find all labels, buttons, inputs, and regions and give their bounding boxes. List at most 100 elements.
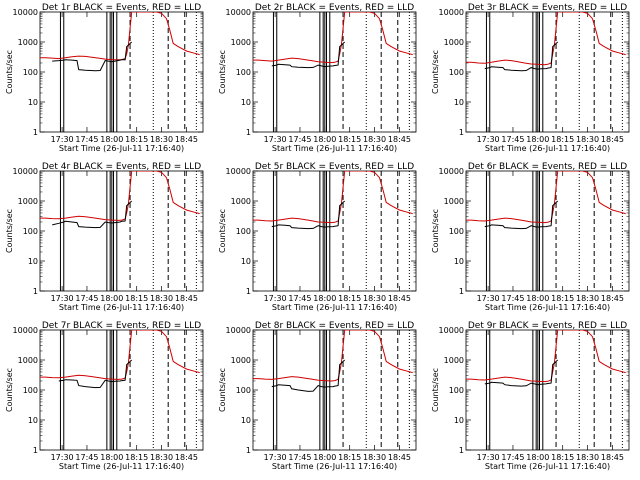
y-axis-label: Counts/sec	[5, 368, 14, 412]
panel-title: Det 2r BLACK = Events, RED = LLD	[255, 3, 414, 13]
lld-series-line	[253, 171, 413, 224]
x-tick-label: 18:00	[100, 135, 123, 144]
y-tick-label: 10	[28, 257, 38, 266]
lld-series-line	[40, 171, 200, 221]
lld-series-line	[466, 330, 626, 383]
y-tick-label: 10	[454, 98, 464, 107]
x-tick-label: 18:15	[551, 135, 574, 144]
y-axis-label: Counts/sec	[431, 50, 440, 94]
plot-frame	[465, 329, 630, 451]
x-tick-label: 18:45	[388, 294, 411, 303]
x-tick-label: 18:15	[125, 135, 148, 144]
marker-lines	[272, 12, 410, 132]
panel-9: Det 9r BLACK = Events, RED = LLD 1 10 100 10…	[431, 321, 630, 471]
y-tick-label: 1000	[18, 197, 38, 206]
x-tick-label: 17:45	[501, 453, 524, 462]
y-tick-label: 10000	[226, 167, 251, 176]
x-tick-label: 18:45	[388, 135, 411, 144]
y-axis-label: Counts/sec	[5, 50, 14, 94]
y-tick-label: 100	[236, 227, 251, 236]
y-tick-label: 10	[28, 98, 38, 107]
x-tick-label: 18:30	[363, 453, 386, 462]
x-tick-label: 18:30	[576, 453, 599, 462]
y-axis-label: Counts/sec	[431, 368, 440, 412]
y-tick-label: 1	[33, 128, 38, 137]
plot-frame	[252, 329, 417, 451]
x-tick-label: 18:30	[150, 453, 173, 462]
panel-6: Det 6r BLACK = Events, RED = LLD 1 10 100 10…	[431, 162, 630, 312]
y-axis-label: Counts/sec	[218, 209, 227, 253]
x-tick-label: 17:45	[501, 294, 524, 303]
y-tick-label: 1	[246, 446, 251, 455]
y-axis-label: Counts/sec	[5, 209, 14, 253]
y-tick-label: 10	[454, 257, 464, 266]
x-axis-label: Start Time (26-Jul-11 17:16:40)	[272, 462, 397, 471]
marker-lines	[485, 12, 623, 132]
y-tick-label: 1000	[18, 356, 38, 365]
y-tick-label: 1000	[18, 38, 38, 47]
x-tick-label: 18:45	[601, 135, 624, 144]
plot-frame	[465, 170, 630, 292]
y-tick-label: 10	[241, 416, 251, 425]
x-tick-label: 18:15	[338, 135, 361, 144]
y-tick-label: 10	[454, 416, 464, 425]
x-tick-label: 18:45	[175, 453, 198, 462]
panel-3: Det 3r BLACK = Events, RED = LLD 1 10 100 10…	[431, 3, 630, 153]
panel-title: Det 5r BLACK = Events, RED = LLD	[255, 162, 414, 172]
y-tick-label: 10000	[439, 167, 464, 176]
x-axis-label: Start Time (26-Jul-11 17:16:40)	[485, 303, 610, 312]
events-series-line	[484, 41, 559, 72]
x-tick-label: 18:00	[526, 135, 549, 144]
x-tick-label: 18:30	[363, 135, 386, 144]
plot-frame	[465, 11, 630, 133]
x-tick-label: 18:00	[313, 294, 336, 303]
marker-lines	[272, 330, 410, 450]
events-series-line	[271, 359, 346, 392]
marker-lines	[272, 171, 410, 291]
y-tick-label: 10	[28, 416, 38, 425]
y-tick-label: 1	[459, 128, 464, 137]
x-tick-label: 18:15	[338, 453, 361, 462]
x-tick-label: 18:45	[175, 135, 198, 144]
x-tick-label: 17:30	[264, 135, 287, 144]
x-tick-label: 17:45	[75, 453, 98, 462]
y-tick-label: 1000	[444, 197, 464, 206]
y-tick-label: 1	[33, 446, 38, 455]
x-tick-label: 18:45	[601, 294, 624, 303]
y-axis-label: Counts/sec	[431, 209, 440, 253]
y-tick-label: 10000	[13, 326, 38, 335]
lld-series-line	[253, 330, 413, 382]
events-series-line	[271, 41, 346, 69]
marker-lines	[485, 171, 623, 291]
panel-title: Det 6r BLACK = Events, RED = LLD	[468, 162, 627, 172]
y-tick-label: 10	[241, 257, 251, 266]
panel-4: Det 4r BLACK = Events, RED = LLD 1 10 100 10…	[5, 162, 204, 312]
y-tick-label: 10000	[439, 326, 464, 335]
y-tick-label: 100	[23, 227, 38, 236]
panel-title: Det 4r BLACK = Events, RED = LLD	[42, 162, 201, 172]
lld-series-line	[253, 12, 413, 64]
marker-lines	[59, 171, 197, 291]
panel-title: Det 7r BLACK = Events, RED = LLD	[42, 321, 201, 331]
plot-frame	[252, 170, 417, 292]
x-tick-label: 18:00	[100, 294, 123, 303]
events-series-line	[271, 200, 346, 230]
x-tick-label: 18:30	[150, 135, 173, 144]
panel-7: Det 7r BLACK = Events, RED = LLD 1 10 100 10…	[5, 321, 204, 471]
x-axis-label: Start Time (26-Jul-11 17:16:40)	[485, 462, 610, 471]
lld-series-line	[466, 171, 626, 224]
y-tick-label: 10000	[226, 326, 251, 335]
x-tick-label: 18:00	[526, 453, 549, 462]
x-axis-label: Start Time (26-Jul-11 17:16:40)	[485, 144, 610, 153]
x-tick-label: 17:30	[264, 294, 287, 303]
x-tick-label: 17:30	[51, 294, 74, 303]
y-tick-label: 1000	[444, 38, 464, 47]
panel-8: Det 8r BLACK = Events, RED = LLD 1 10 100 10…	[218, 321, 417, 471]
x-tick-label: 18:30	[150, 294, 173, 303]
x-axis-label: Start Time (26-Jul-11 17:16:40)	[59, 144, 184, 153]
x-tick-label: 17:30	[51, 135, 74, 144]
plot-frame	[39, 170, 204, 292]
x-tick-label: 18:45	[601, 453, 624, 462]
marker-lines	[485, 330, 623, 450]
x-tick-label: 17:45	[288, 135, 311, 144]
